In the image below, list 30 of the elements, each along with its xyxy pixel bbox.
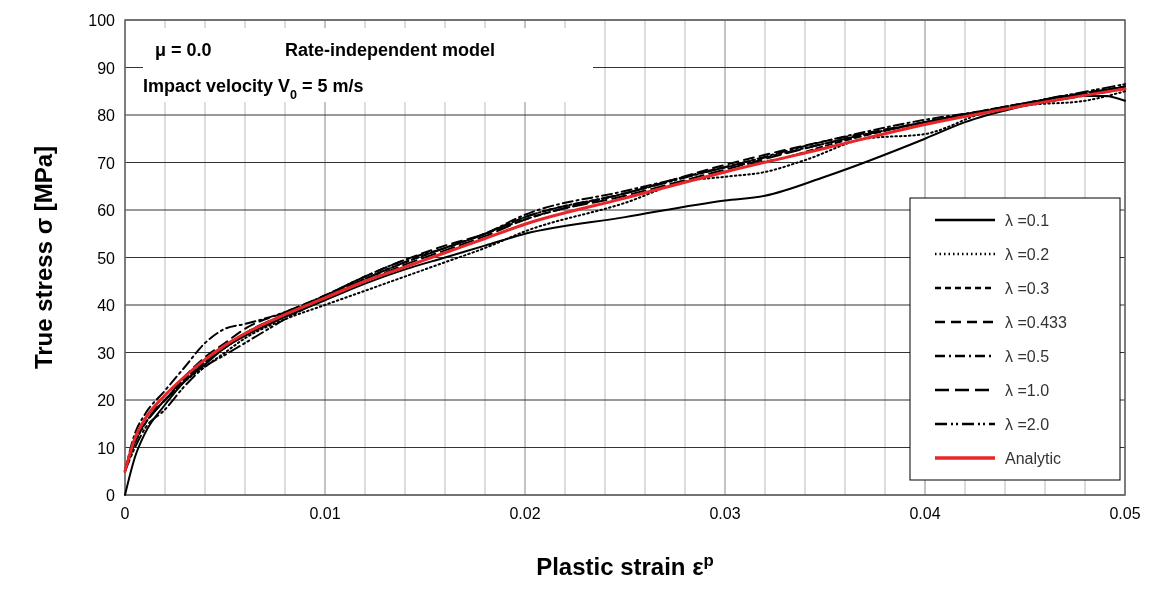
legend-label: λ =0.2 — [1005, 246, 1050, 263]
x-tick-label: 0.02 — [509, 505, 541, 522]
x-axis-title: Plastic strain ε$^{p}$ — [536, 550, 714, 580]
x-tick-label: 0.03 — [709, 505, 741, 522]
y-tick-label: 70 — [97, 154, 116, 172]
y-tick-label: 30 — [97, 344, 116, 362]
legend-label: λ =0.1 — [1005, 212, 1050, 229]
annotation: Impact velocity V$_{0}$ = 5 m/s — [143, 76, 364, 102]
x-tick-label: 0.04 — [909, 505, 941, 522]
legend-label: λ =0.3 — [1005, 280, 1050, 297]
legend-label: Analytic — [1005, 450, 1062, 467]
y-tick-label: 50 — [97, 249, 116, 267]
y-tick-label: 0 — [106, 487, 116, 504]
y-tick-label: 20 — [97, 392, 116, 409]
y-tick-label: 100 — [88, 12, 116, 29]
y-tick-label: 10 — [97, 439, 116, 457]
y-tick-label: 40 — [97, 297, 116, 314]
x-tick-label: 0 — [120, 505, 130, 522]
legend-label: λ =2.0 — [1005, 416, 1050, 433]
y-axis-title: True stress σ [MPa] — [30, 145, 57, 370]
legend-label: λ =0.433 — [1005, 314, 1067, 331]
x-tick-label: 0.01 — [309, 505, 341, 522]
x-tick-label: 0.05 — [1109, 505, 1141, 522]
legend-label: λ =1.0 — [1005, 382, 1050, 399]
annotation: Rate-independent model — [285, 40, 496, 60]
y-tick-label: 90 — [97, 59, 116, 77]
annotation: μ = 0.0 — [155, 40, 212, 60]
legend-label: λ =0.5 — [1005, 348, 1050, 365]
y-tick-label: 80 — [97, 107, 116, 124]
y-tick-label: 60 — [97, 202, 116, 219]
